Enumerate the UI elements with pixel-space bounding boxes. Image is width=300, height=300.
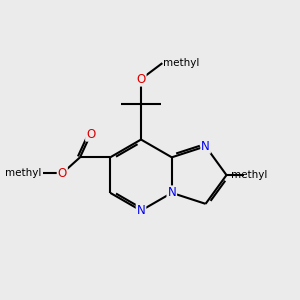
Text: N: N bbox=[136, 204, 146, 217]
Text: O: O bbox=[86, 128, 95, 141]
Text: N: N bbox=[201, 140, 210, 153]
Text: methyl: methyl bbox=[163, 58, 200, 68]
Text: O: O bbox=[136, 73, 146, 85]
Text: methyl: methyl bbox=[5, 168, 41, 178]
Text: N: N bbox=[167, 186, 176, 200]
Text: O: O bbox=[58, 167, 67, 180]
Text: methyl: methyl bbox=[231, 170, 268, 180]
